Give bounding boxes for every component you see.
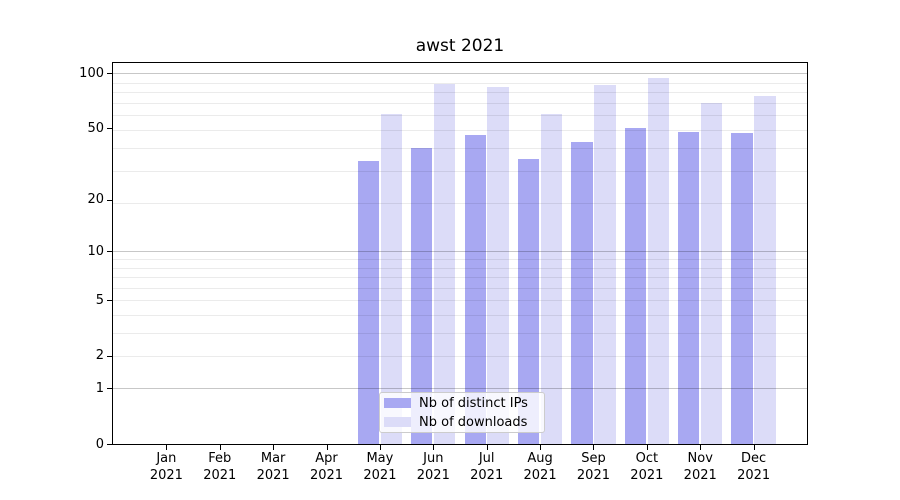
- legend-label-downloads: Nb of downloads: [419, 414, 528, 430]
- x-tick-label: Dec 2021: [737, 451, 771, 483]
- y-tick-mark: [107, 199, 112, 201]
- x-tick-mark: [166, 445, 168, 450]
- legend-swatch-downloads: [384, 417, 411, 427]
- x-tick-label: Aug 2021: [523, 451, 557, 483]
- bar-downloads-dec-2021: [754, 96, 776, 444]
- bar-downloads-jul-2021: [487, 87, 509, 444]
- x-tick-label: Oct 2021: [630, 451, 664, 483]
- x-tick-label: May 2021: [363, 451, 397, 483]
- legend-item-distinct-ips: Nb of distinct IPs: [384, 396, 538, 411]
- y-tick-mark: [107, 73, 112, 75]
- bar-downloads-nov-2021: [701, 102, 723, 444]
- x-tick-label: Jul 2021: [470, 451, 504, 483]
- y-tick-label: 5: [95, 292, 104, 308]
- x-tick-label: Sep 2021: [576, 451, 610, 483]
- x-tick-mark: [486, 445, 488, 450]
- x-tick-label: Jun 2021: [416, 451, 450, 483]
- chart-title: awst 2021: [415, 36, 505, 56]
- legend-item-downloads: Nb of downloads: [384, 415, 538, 430]
- x-tick-mark: [326, 445, 328, 450]
- bar-downloads-jun-2021: [434, 83, 456, 444]
- x-tick-mark: [700, 445, 702, 450]
- y-tick-label: 0: [95, 436, 104, 452]
- bar-distinct-ips-jul-2021: [464, 134, 486, 444]
- y-tick-label: 10: [87, 243, 104, 259]
- y-tick-label: 1: [95, 380, 104, 396]
- x-tick-mark: [219, 445, 221, 450]
- y-tick-mark: [107, 128, 112, 130]
- y-tick-mark: [107, 388, 112, 390]
- y-tick-mark: [107, 444, 112, 445]
- bar-distinct-ips-nov-2021: [678, 131, 700, 444]
- y-tick-mark: [107, 355, 112, 357]
- bar-distinct-ips-may-2021: [357, 160, 380, 444]
- x-tick-mark: [273, 445, 275, 450]
- legend-swatch-distinct-ips: [384, 398, 411, 408]
- bar-distinct-ips-jun-2021: [411, 147, 433, 444]
- x-tick-label: Mar 2021: [256, 451, 290, 483]
- x-tick-label: Jan 2021: [149, 451, 183, 483]
- y-tick-label: 100: [79, 65, 104, 81]
- x-tick-mark: [593, 445, 595, 450]
- bars-layer: [113, 63, 807, 444]
- legend-label-distinct-ips: Nb of distinct IPs: [419, 395, 528, 411]
- x-tick-label: Nov 2021: [683, 451, 717, 483]
- x-tick-mark: [379, 445, 381, 450]
- bar-distinct-ips-oct-2021: [624, 128, 647, 444]
- bar-downloads-oct-2021: [647, 77, 669, 444]
- y-tick-mark: [107, 300, 112, 302]
- bar-distinct-ips-aug-2021: [517, 158, 540, 444]
- bar-downloads-aug-2021: [540, 113, 563, 444]
- bar-distinct-ips-sep-2021: [571, 142, 593, 444]
- y-tick-mark: [107, 251, 112, 253]
- legend: Nb of distinct IPs Nb of downloads: [379, 392, 545, 433]
- x-tick-label: Apr 2021: [309, 451, 344, 483]
- plot-area: Nb of distinct IPs Nb of downloads: [112, 62, 808, 445]
- x-tick-mark: [646, 445, 648, 450]
- bar-distinct-ips-dec-2021: [731, 133, 753, 444]
- x-tick-label: Feb 2021: [203, 451, 237, 483]
- bar-downloads-may-2021: [380, 113, 403, 444]
- y-tick-label: 2: [95, 348, 104, 364]
- x-tick-mark: [433, 445, 435, 450]
- y-tick-label: 50: [87, 120, 104, 136]
- y-tick-label: 20: [87, 192, 104, 208]
- x-tick-mark: [753, 445, 755, 450]
- x-tick-mark: [540, 445, 542, 450]
- bar-downloads-sep-2021: [594, 85, 616, 444]
